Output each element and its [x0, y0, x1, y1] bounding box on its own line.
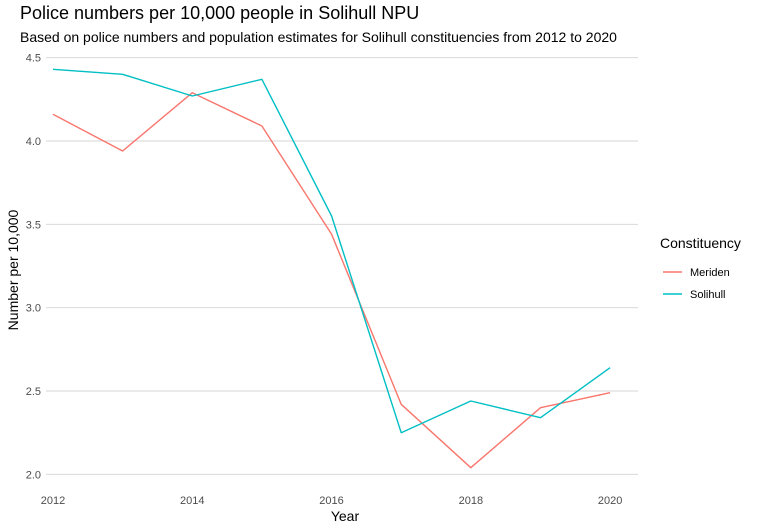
- legend-title: Constituency: [660, 235, 741, 251]
- series-line-meriden: [52, 91, 611, 469]
- y-tick-label: 3.5: [26, 219, 41, 231]
- y-tick-label: 3.0: [26, 303, 41, 315]
- series-layer: [52, 68, 611, 469]
- series-line-solihull: [52, 68, 611, 434]
- x-axis-title: Year: [331, 508, 360, 524]
- legend-label-meriden: Meriden: [690, 267, 730, 279]
- x-tick-label: 2016: [319, 495, 343, 507]
- x-tick-label: 2014: [180, 495, 204, 507]
- chart-subtitle: Based on police numbers and population e…: [20, 29, 617, 45]
- x-tick-label: 2012: [41, 495, 65, 507]
- y-axis-title: Number per 10,000: [5, 209, 21, 330]
- legend-items: Meriden Solihull: [663, 267, 730, 301]
- y-tick-label: 4.0: [26, 136, 41, 148]
- legend: Constituency Meriden Solihull: [660, 235, 741, 301]
- y-tick-label: 2.5: [26, 386, 41, 398]
- x-tick-label: 2018: [459, 495, 483, 507]
- x-axis-ticks: 2012 2014 2016 2018 2020: [41, 495, 623, 507]
- x-tick-label: 2020: [598, 495, 622, 507]
- y-axis-ticks: 2.0 2.5 3.0 3.5 4.0 4.5: [26, 53, 41, 482]
- gridlines: [46, 57, 638, 475]
- legend-label-solihull: Solihull: [690, 289, 725, 301]
- chart-title: Police numbers per 10,000 people in Soli…: [20, 3, 419, 23]
- y-tick-label: 4.5: [26, 53, 41, 65]
- y-tick-label: 2.0: [26, 469, 41, 481]
